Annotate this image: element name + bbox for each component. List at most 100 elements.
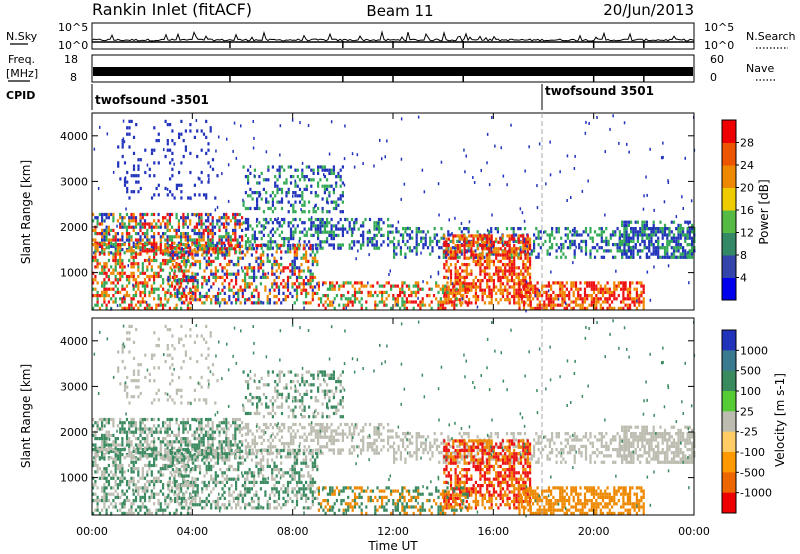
power-pixel [454, 266, 457, 270]
power-pixel [241, 256, 244, 260]
power-pixel [330, 233, 333, 237]
velocity-pixel [177, 430, 180, 434]
power-pixel [630, 236, 633, 240]
power-pixel [287, 200, 290, 204]
power-pixel [117, 145, 120, 149]
power-speckle [400, 157, 403, 161]
power-pixel [134, 255, 138, 259]
power-pixel [534, 290, 537, 294]
velocity-pixel [94, 433, 97, 437]
power-pixel [295, 285, 299, 289]
power-speckle [440, 160, 443, 164]
power-pixel [312, 210, 315, 214]
power-pixel [239, 301, 242, 305]
velocity-pixel [260, 451, 263, 455]
power-pixel [132, 284, 135, 288]
power-pixel [204, 241, 208, 245]
power-pixel [672, 239, 676, 243]
velocity-pixel [225, 437, 228, 441]
power-pixel [164, 258, 167, 263]
power-pixel [264, 275, 267, 279]
power-pixel [274, 175, 277, 179]
power-pixel [554, 297, 557, 301]
power-pixel [116, 252, 119, 256]
power-pixel [194, 298, 197, 302]
power-pixel [490, 294, 493, 299]
power-pixel [524, 243, 527, 248]
power-pixel [278, 168, 281, 172]
power-pixel [402, 239, 405, 243]
power-pixel [488, 279, 491, 283]
power-pixel [561, 294, 564, 298]
power-pixel [227, 238, 230, 242]
power-pixel [380, 233, 383, 237]
power-speckle [543, 230, 545, 234]
velocity-pixel [168, 421, 171, 425]
power-pixel [383, 290, 386, 294]
power-pixel [422, 230, 425, 234]
velocity-pixel [317, 422, 320, 427]
power-pixel [442, 255, 445, 259]
power-pixel [211, 216, 214, 220]
power-pixel [277, 298, 281, 302]
power-pixel [622, 290, 625, 294]
velocity-pixel [269, 448, 272, 452]
velocity-pixel [177, 427, 180, 431]
power-pixel [204, 225, 208, 229]
power-pixel [101, 228, 104, 232]
velocity-pixel [292, 429, 295, 433]
power-pixel [597, 300, 600, 304]
power-pixel [310, 178, 313, 182]
power-pixel [319, 227, 322, 231]
power-pixel [123, 180, 127, 184]
power-pixel [341, 233, 344, 237]
power-pixel [565, 294, 568, 298]
velocity-pixel [180, 456, 183, 460]
power-pixel [501, 250, 505, 254]
power-pixel [634, 233, 637, 237]
power-pixel [92, 278, 95, 282]
velocity-pixel [112, 424, 115, 428]
power-pixel [606, 287, 609, 291]
power-speckle [547, 289, 550, 293]
power-pixel [287, 237, 290, 241]
power-speckle [437, 182, 440, 186]
power-pixel [189, 265, 192, 269]
power-pixel [220, 251, 223, 255]
power-pixel [207, 294, 211, 299]
power-pixel [589, 227, 592, 231]
power-pixel [451, 246, 454, 250]
power-pixel [265, 221, 268, 225]
power-pixel [166, 142, 169, 146]
power-pixel [332, 243, 335, 247]
power-pixel [625, 236, 628, 240]
velocity-pixel [332, 451, 335, 455]
power-pixel [613, 290, 616, 294]
noise-day-marks [229, 41, 645, 48]
power-speckle [572, 261, 574, 265]
power-pixel [611, 290, 614, 294]
velocity-pixel [96, 446, 99, 450]
power-pixel [569, 243, 572, 247]
power-speckle [235, 156, 238, 160]
power-pixel [130, 265, 133, 269]
power-pixel [214, 256, 217, 260]
velocity-pixel [262, 438, 265, 442]
power-pixel [321, 210, 324, 214]
power-pixel [250, 282, 253, 286]
power-pixel [465, 263, 468, 267]
velocity-pixel [148, 443, 151, 447]
power-pixel [192, 291, 195, 295]
power-pixel [519, 256, 523, 260]
power-pixel [166, 212, 169, 217]
velocity-pixel [193, 446, 196, 450]
power-pixel [312, 178, 315, 182]
power-pixel [244, 266, 247, 270]
velocity-pixel [337, 438, 340, 442]
power-pixel [237, 291, 240, 295]
power-pixel [314, 259, 317, 263]
power-pixel [253, 237, 256, 241]
power-pixel [183, 279, 186, 283]
power-speckle [307, 124, 310, 127]
power-pixel [460, 294, 463, 298]
